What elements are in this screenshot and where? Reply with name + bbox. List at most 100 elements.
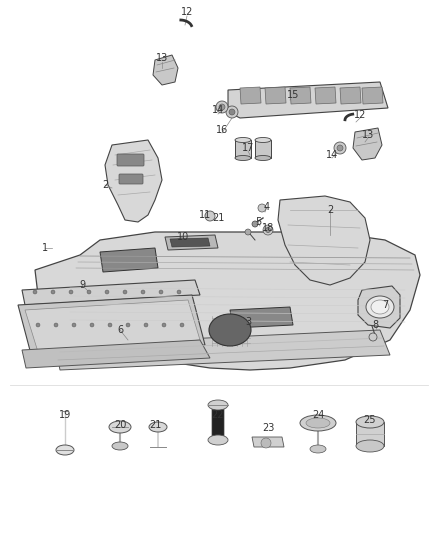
- Polygon shape: [353, 128, 382, 160]
- Polygon shape: [165, 235, 218, 250]
- Text: 13: 13: [156, 53, 168, 63]
- Polygon shape: [290, 87, 311, 104]
- FancyBboxPatch shape: [117, 154, 144, 166]
- Polygon shape: [255, 140, 271, 158]
- Ellipse shape: [149, 422, 167, 432]
- Polygon shape: [278, 196, 370, 285]
- Text: 24: 24: [312, 410, 324, 420]
- Text: 12: 12: [354, 110, 366, 120]
- Circle shape: [162, 323, 166, 327]
- Ellipse shape: [56, 445, 74, 455]
- Ellipse shape: [255, 138, 271, 142]
- Text: 3: 3: [245, 317, 251, 327]
- Circle shape: [36, 323, 40, 327]
- Polygon shape: [240, 87, 261, 104]
- Text: 21: 21: [212, 213, 224, 223]
- Polygon shape: [228, 82, 388, 118]
- Circle shape: [33, 290, 37, 294]
- Text: 19: 19: [59, 410, 71, 420]
- Ellipse shape: [209, 314, 251, 346]
- Circle shape: [126, 323, 130, 327]
- Circle shape: [258, 204, 266, 212]
- Text: 10: 10: [177, 232, 189, 242]
- Circle shape: [261, 438, 271, 448]
- Text: 2: 2: [327, 205, 333, 215]
- Text: 4: 4: [264, 202, 270, 212]
- FancyBboxPatch shape: [119, 174, 143, 184]
- Ellipse shape: [208, 400, 228, 410]
- Circle shape: [226, 106, 238, 118]
- Text: 7: 7: [382, 300, 388, 310]
- Polygon shape: [235, 140, 251, 158]
- Polygon shape: [22, 340, 210, 368]
- Polygon shape: [315, 87, 336, 104]
- Circle shape: [141, 290, 145, 294]
- Ellipse shape: [109, 421, 131, 433]
- Circle shape: [144, 323, 148, 327]
- Text: 1: 1: [42, 243, 48, 253]
- Text: 22: 22: [212, 410, 224, 420]
- Text: 16: 16: [216, 125, 228, 135]
- Text: 9: 9: [79, 280, 85, 290]
- Circle shape: [159, 290, 163, 294]
- Polygon shape: [18, 295, 205, 358]
- Circle shape: [205, 211, 215, 221]
- Polygon shape: [358, 286, 400, 328]
- Ellipse shape: [112, 442, 128, 450]
- Circle shape: [177, 290, 181, 294]
- Ellipse shape: [310, 445, 326, 453]
- Ellipse shape: [306, 418, 330, 428]
- Polygon shape: [35, 232, 420, 370]
- Text: 20: 20: [114, 420, 126, 430]
- Polygon shape: [230, 307, 293, 328]
- Ellipse shape: [235, 138, 251, 142]
- Text: 12: 12: [181, 7, 193, 17]
- Text: 6: 6: [117, 325, 123, 335]
- Circle shape: [216, 101, 228, 113]
- Circle shape: [123, 290, 127, 294]
- Text: 17: 17: [242, 143, 254, 153]
- Circle shape: [252, 221, 258, 227]
- Polygon shape: [100, 248, 158, 272]
- Polygon shape: [55, 330, 390, 370]
- Circle shape: [105, 290, 109, 294]
- Polygon shape: [153, 55, 178, 85]
- Text: 13: 13: [362, 130, 374, 140]
- Text: 14: 14: [326, 150, 338, 160]
- Polygon shape: [340, 87, 361, 104]
- Text: 2: 2: [102, 180, 108, 190]
- Text: 21: 21: [149, 420, 161, 430]
- Ellipse shape: [356, 416, 384, 428]
- Polygon shape: [265, 87, 286, 104]
- Text: 23: 23: [262, 423, 274, 433]
- Circle shape: [69, 290, 73, 294]
- Polygon shape: [170, 238, 210, 247]
- Ellipse shape: [300, 415, 336, 431]
- Circle shape: [265, 228, 271, 232]
- Polygon shape: [362, 87, 383, 104]
- Circle shape: [245, 229, 251, 235]
- Circle shape: [219, 104, 225, 110]
- Circle shape: [108, 323, 112, 327]
- Ellipse shape: [366, 296, 394, 318]
- Circle shape: [90, 323, 94, 327]
- Text: 14: 14: [212, 105, 224, 115]
- Circle shape: [337, 145, 343, 151]
- Text: 18: 18: [262, 223, 274, 233]
- Text: 8: 8: [372, 320, 378, 330]
- Ellipse shape: [235, 156, 251, 160]
- Polygon shape: [356, 422, 384, 446]
- Circle shape: [369, 333, 377, 341]
- Polygon shape: [25, 300, 200, 352]
- Polygon shape: [22, 280, 200, 305]
- Ellipse shape: [255, 156, 271, 160]
- Circle shape: [180, 323, 184, 327]
- Circle shape: [263, 225, 273, 235]
- Ellipse shape: [208, 435, 228, 445]
- Ellipse shape: [371, 300, 389, 314]
- Text: 11: 11: [199, 210, 211, 220]
- Circle shape: [334, 142, 346, 154]
- Circle shape: [54, 323, 58, 327]
- Text: 5: 5: [255, 217, 261, 227]
- Text: 15: 15: [287, 90, 299, 100]
